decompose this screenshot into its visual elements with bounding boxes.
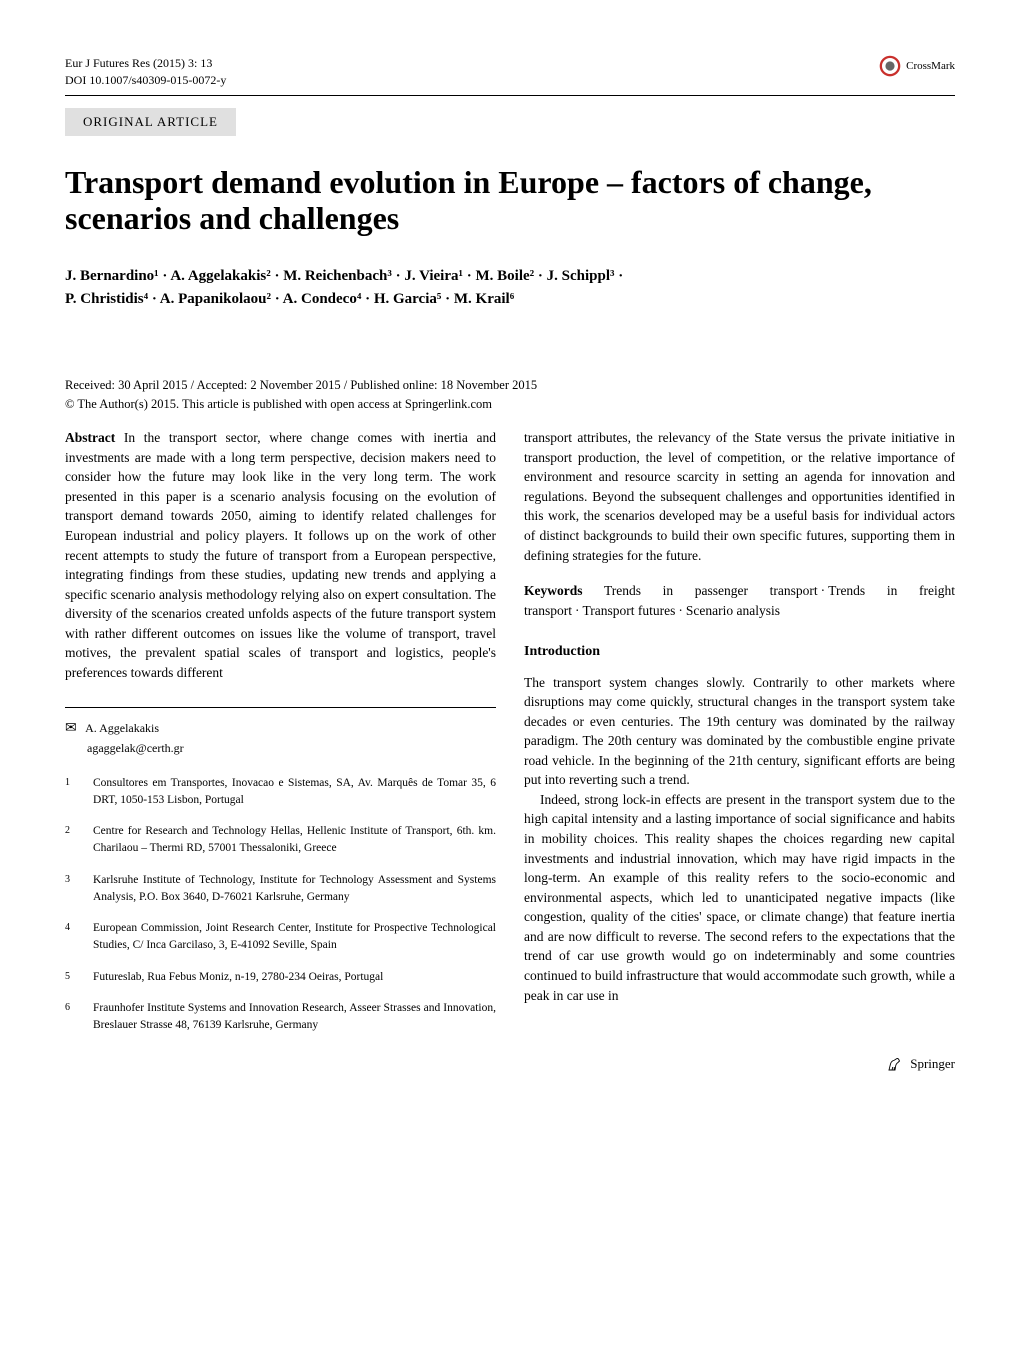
page-header: Eur J Futures Res (2015) 3: 13 DOI 10.10… [65, 55, 955, 89]
affiliation-number: 5 [65, 969, 77, 986]
journal-citation: Eur J Futures Res (2015) 3: 13 DOI 10.10… [65, 55, 226, 89]
affiliation-list: 1 Consultores em Transportes, Inovacao e… [65, 775, 496, 1035]
affiliation-text: European Commission, Joint Research Cent… [93, 920, 496, 955]
article-type-badge: ORIGINAL ARTICLE [65, 108, 236, 136]
keyword-separator: · [821, 583, 826, 598]
author-list: J. Bernardino¹ · A. Aggelakakis² · M. Re… [65, 265, 955, 310]
affiliation-item: 6 Fraunhofer Institute Systems and Innov… [65, 1000, 496, 1035]
publisher-name: Springer [910, 1056, 955, 1072]
header-rule [65, 95, 955, 96]
authors-line-1: J. Bernardino¹ · A. Aggelakakis² · M. Re… [65, 265, 955, 288]
authors-line-2: P. Christidis⁴ · A. Papanikolaou² · A. C… [65, 288, 955, 311]
left-column: Abstract In the transport sector, where … [65, 428, 496, 1048]
journal-name-line: Eur J Futures Res (2015) 3: 13 [65, 55, 226, 72]
keyword-item: Scenario analysis [686, 603, 780, 618]
crossmark-icon [879, 55, 901, 77]
affiliation-text: Futureslab, Rua Febus Moniz, n-19, 2780-… [93, 969, 496, 986]
affiliation-number: 6 [65, 1000, 77, 1035]
affiliation-item: 1 Consultores em Transportes, Inovacao e… [65, 775, 496, 810]
keywords-block: Keywords Trends in passenger transport·T… [524, 581, 955, 620]
affiliation-item: 3 Karlsruhe Institute of Technology, Ins… [65, 872, 496, 907]
corresponding-email: agaggelak@certh.gr [87, 741, 184, 755]
affiliation-text: Centre for Research and Technology Hella… [93, 823, 496, 858]
publication-dates: Received: 30 April 2015 / Accepted: 2 No… [65, 378, 955, 393]
affiliation-item: 5 Futureslab, Rua Febus Moniz, n-19, 278… [65, 969, 496, 986]
right-column: transport attributes, the relevancy of t… [524, 428, 955, 1048]
affiliation-item: 2 Centre for Research and Technology Hel… [65, 823, 496, 858]
keywords-label: Keywords [524, 583, 583, 598]
introduction-heading: Introduction [524, 642, 955, 662]
crossmark-badge[interactable]: CrossMark [879, 55, 955, 77]
corresponding-author-block: ✉ A. Aggelakakis agaggelak@certh.gr [65, 718, 496, 757]
envelope-icon: ✉ [65, 721, 77, 736]
affiliation-number: 1 [65, 775, 77, 810]
abstract-text-left: In the transport sector, where change co… [65, 430, 496, 680]
keyword-item: Transport futures [583, 603, 676, 618]
abstract-continuation: transport attributes, the relevancy of t… [524, 428, 955, 565]
footnote-rule [65, 707, 496, 708]
affiliation-text: Karlsruhe Institute of Technology, Insti… [93, 872, 496, 907]
affiliation-text: Fraunhofer Institute Systems and Innovat… [93, 1000, 496, 1035]
keyword-separator: · [678, 603, 683, 618]
corresponding-name: A. Aggelakakis [85, 721, 159, 735]
affiliation-text: Consultores em Transportes, Inovacao e S… [93, 775, 496, 810]
abstract-label: Abstract [65, 430, 115, 445]
abstract-paragraph: Abstract In the transport sector, where … [65, 428, 496, 682]
springer-horse-icon [886, 1055, 904, 1073]
crossmark-label: CrossMark [906, 60, 955, 72]
introduction-p1: The transport system changes slowly. Con… [524, 673, 955, 790]
keyword-separator: · [575, 603, 580, 618]
copyright-line: © The Author(s) 2015. This article is pu… [65, 397, 955, 412]
main-content-columns: Abstract In the transport sector, where … [65, 428, 955, 1048]
doi-line: DOI 10.1007/s40309-015-0072-y [65, 72, 226, 89]
publisher-footer: Springer [886, 1055, 955, 1073]
keyword-item: Trends in passenger transport [604, 583, 818, 598]
affiliation-item: 4 European Commission, Joint Research Ce… [65, 920, 496, 955]
introduction-p2: Indeed, strong lock-in effects are prese… [524, 790, 955, 1005]
affiliation-number: 3 [65, 872, 77, 907]
affiliation-number: 2 [65, 823, 77, 858]
article-title: Transport demand evolution in Europe – f… [65, 164, 955, 238]
affiliation-number: 4 [65, 920, 77, 955]
